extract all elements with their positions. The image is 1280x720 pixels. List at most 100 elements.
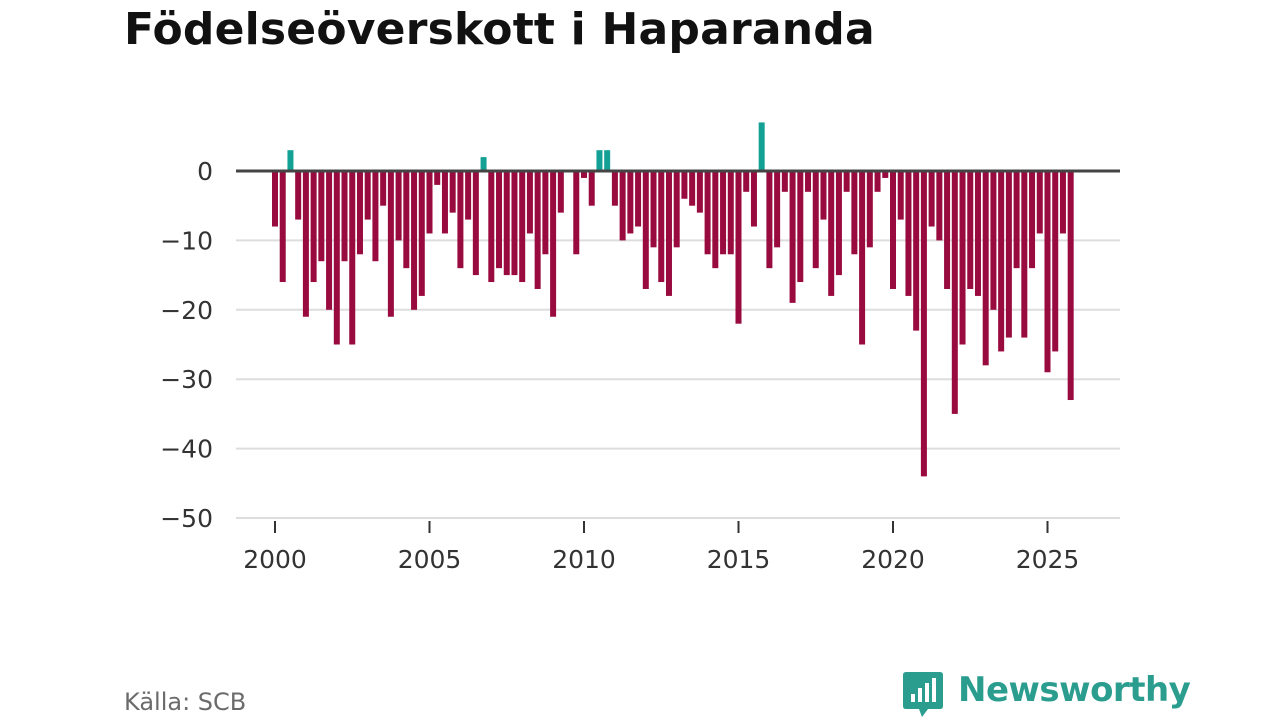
bar-negative: [959, 171, 966, 345]
bar-negative: [673, 171, 680, 248]
bar-negative: [905, 171, 912, 296]
bar-negative: [349, 171, 356, 345]
bar-negative: [936, 171, 943, 241]
bar-negative: [534, 171, 541, 289]
bar-negative: [1044, 171, 1051, 373]
bar-negative: [503, 171, 510, 276]
bar-negative: [302, 171, 309, 317]
bar-negative: [866, 171, 873, 248]
bar-negative: [897, 171, 904, 220]
bar-negative: [689, 171, 696, 206]
chart-title: Födelseöverskott i Haparanda: [124, 4, 875, 55]
bar-negative: [449, 171, 456, 213]
bar-negative: [650, 171, 657, 248]
bar-negative: [774, 171, 781, 248]
bar-negative: [851, 171, 858, 255]
bar-negative: [418, 171, 425, 296]
bar-negative: [727, 171, 734, 255]
bar-negative: [874, 171, 881, 192]
bar-negative: [573, 171, 580, 255]
bar-positive: [596, 150, 603, 171]
bar-negative: [542, 171, 549, 255]
bar-negative: [696, 171, 703, 213]
bar-negative: [611, 171, 618, 206]
bar-negative: [550, 171, 557, 317]
bar-negative: [426, 171, 433, 234]
bar-negative: [1029, 171, 1036, 269]
bar-positive: [604, 150, 611, 171]
bar-negative: [434, 171, 441, 185]
bar-positive: [480, 157, 487, 171]
bar-negative: [318, 171, 325, 262]
bar-negative: [395, 171, 402, 241]
bar-negative: [341, 171, 348, 262]
bar-negative: [557, 171, 564, 213]
bar-negative: [619, 171, 626, 241]
y-tick-label: −10: [160, 226, 213, 255]
bars: [272, 122, 1074, 477]
bar-negative: [828, 171, 835, 296]
bar-negative: [920, 171, 927, 477]
bar-negative: [789, 171, 796, 303]
x-tick-label: 2020: [861, 545, 925, 574]
y-tick-label: −30: [160, 365, 213, 394]
bar-negative: [982, 171, 989, 366]
bar-negative: [356, 171, 363, 255]
y-tick-label: 0: [197, 157, 213, 186]
bar-negative: [627, 171, 634, 234]
bar-negative: [581, 171, 587, 178]
brand-name: Newsworthy: [958, 670, 1191, 710]
bar-negative: [967, 171, 974, 289]
bar-negative: [1052, 171, 1059, 352]
bar-negative: [928, 171, 935, 227]
bar-negative: [380, 171, 387, 206]
bar-negative: [797, 171, 804, 283]
y-tick-label: −20: [160, 296, 213, 325]
bar-negative: [465, 171, 472, 220]
bar-negative: [974, 171, 981, 296]
bar-negative: [998, 171, 1005, 352]
bar-negative: [279, 171, 286, 283]
bar-negative: [951, 171, 958, 414]
bar-negative: [364, 171, 371, 220]
bar-negative: [805, 171, 812, 192]
bar-negative: [944, 171, 951, 289]
bar-negative: [387, 171, 394, 317]
bar-negative: [750, 171, 757, 227]
bar-positive: [287, 150, 294, 171]
bar-negative: [472, 171, 479, 276]
bar-negative: [712, 171, 719, 269]
x-tick-label: 2025: [1016, 545, 1080, 574]
bar-negative: [441, 171, 448, 234]
bar-negative: [488, 171, 495, 283]
bar-negative: [1005, 171, 1012, 338]
bar-negative: [843, 171, 850, 192]
bar-negative: [735, 171, 742, 324]
bar-negative: [835, 171, 842, 276]
bar-negative: [1059, 171, 1066, 234]
bar-negative: [272, 171, 278, 227]
bar-negative: [859, 171, 866, 345]
bar-negative: [882, 171, 889, 178]
y-tick-label: −50: [160, 504, 213, 533]
bar-negative: [1021, 171, 1028, 338]
bar-negative: [1013, 171, 1020, 269]
bar-negative: [496, 171, 503, 269]
bar-negative: [766, 171, 773, 269]
bar-positive: [758, 122, 765, 171]
bar-negative: [333, 171, 340, 345]
bar-negative: [704, 171, 711, 255]
bar-negative: [457, 171, 464, 269]
bar-negative: [310, 171, 317, 283]
bar-negative: [720, 171, 727, 255]
bar-negative: [326, 171, 333, 310]
bar-chart: 0 −10 −20 −30 −40 −50 2000 2005 2010 2015 2020 2025: [160, 122, 1120, 574]
bar-negative: [1067, 171, 1074, 401]
bar-negative: [411, 171, 418, 310]
bar-negative: [913, 171, 920, 331]
x-tick-label: 2015: [707, 545, 771, 574]
bar-negative: [511, 171, 518, 276]
bar-negative: [295, 171, 302, 220]
axes: 0 −10 −20 −30 −40 −50 2000 2005 2010 2015 2020 2025: [160, 157, 1120, 574]
bar-negative: [642, 171, 649, 289]
